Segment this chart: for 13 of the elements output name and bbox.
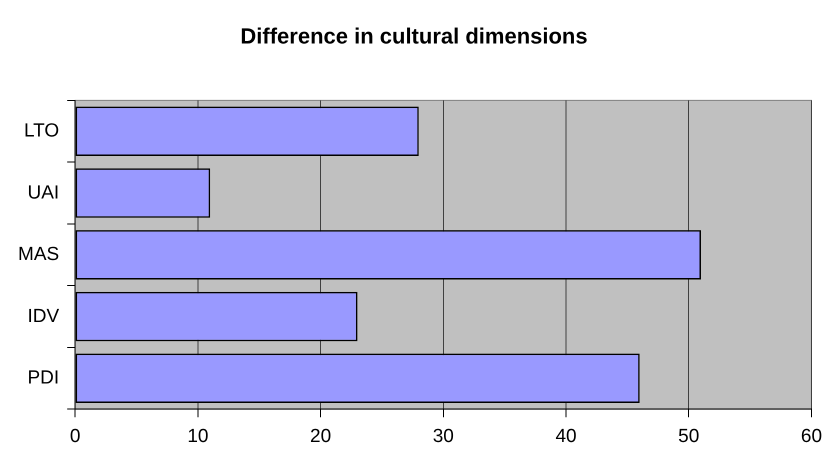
x-tick-label: 40 <box>555 426 577 447</box>
y-tick-label: LTO <box>24 120 60 142</box>
chart-title: Difference in cultural dimensions <box>240 23 588 48</box>
y-tick-label: UAI <box>27 182 60 204</box>
x-tick-label: 30 <box>432 426 454 447</box>
x-tick-label: 60 <box>800 426 822 447</box>
y-tick-label: IDV <box>27 306 60 327</box>
y-tick-label: PDI <box>27 368 60 389</box>
x-tick-label: 20 <box>310 426 332 447</box>
x-tick-label: 10 <box>187 426 208 447</box>
x-tick-label: 0 <box>70 426 80 447</box>
x-tick-label: 50 <box>678 426 700 447</box>
y-tick-label: MAS <box>18 244 60 266</box>
